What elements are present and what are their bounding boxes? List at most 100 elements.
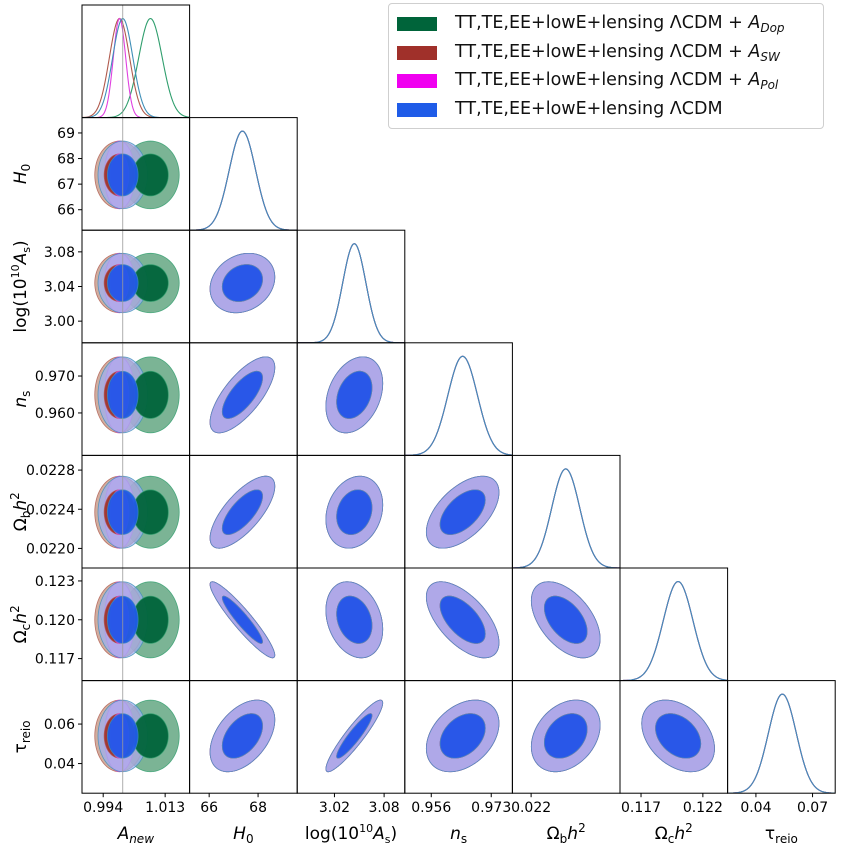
panel-tau-vs-Obh2 <box>530 699 601 773</box>
contour-68-tau-logAs-series-3 <box>336 713 373 759</box>
marginal-Obh2-series-3 <box>512 468 621 568</box>
marginal-ns-series-2 <box>404 355 513 456</box>
panel-logAs-vs-Anew <box>94 230 180 343</box>
marginal-tau-series-0 <box>727 693 836 794</box>
ytick-label-tau: 0.04 <box>44 757 75 773</box>
contour-68-tau-H0-series-3 <box>221 713 263 759</box>
xtick-label-Anew: 1.013 <box>145 800 185 816</box>
marginal-Och2-series-3 <box>620 580 728 681</box>
marginal-tau-series-3 <box>727 693 836 794</box>
legend-swatch-sw <box>397 45 437 60</box>
yaxis-label-H0: H0 <box>11 164 33 184</box>
panel-frame <box>81 4 191 119</box>
marginal-logAs-series-3 <box>297 243 405 343</box>
ytick-label-Och2: 0.117 <box>35 652 75 668</box>
panel-tau-vs-Anew <box>94 680 180 794</box>
marginal-H0-series-0 <box>189 130 298 231</box>
contour-68-Obh2-logAs-series-3 <box>336 489 373 535</box>
contour-68-ns-H0-series-3 <box>221 370 263 419</box>
xtick-label-tau: 0.07 <box>797 800 828 816</box>
ytick-label-ns: 0.970 <box>35 369 75 385</box>
panel-tau-vs-tau <box>727 693 836 794</box>
xtick-label-Och2: 0.122 <box>683 800 723 816</box>
panel-H0-vs-Anew <box>94 117 180 231</box>
legend-label-pol: TT,TE,EE+lowE+lensing ΛCDM + <box>455 70 749 91</box>
panel-Obh2-vs-Anew <box>94 455 180 568</box>
contour-68-tau-Och2-series-3 <box>655 713 702 759</box>
contour-68-tau-Obh2-series-3 <box>543 713 588 759</box>
panel-Och2-vs-Obh2 <box>530 581 601 659</box>
panel-tau-vs-H0 <box>209 699 276 773</box>
xaxis-label-Obh2: Ωbh2 <box>547 821 586 843</box>
contour-68-logAs-H0-series-3 <box>221 264 263 302</box>
legend: TT,TE,EE+lowE+lensing ΛCDM + ADop TT,TE,… <box>388 3 824 129</box>
ytick-label-Obh2: 0.0224 <box>26 502 75 518</box>
panel-H0-vs-H0 <box>189 130 298 231</box>
marginal-Anew-series-2 <box>82 17 190 118</box>
xtick-label-ns: 0.956 <box>411 800 451 816</box>
yaxis-label-ns: ns <box>11 391 33 408</box>
legend-entry-sw: TT,TE,EE+lowE+lensing ΛCDM + ASW <box>397 39 823 68</box>
xtick-label-Anew: 0.994 <box>83 800 123 816</box>
marginal-H0-series-1 <box>189 130 298 231</box>
yaxis-label-tau: τreio <box>11 720 33 753</box>
yaxis-label-Och2: Ωch2 <box>8 605 33 643</box>
marginal-Obh2-series-2 <box>512 468 621 568</box>
marginal-Anew-series-1 <box>82 17 190 118</box>
marginal-logAs-series-1 <box>297 243 405 343</box>
xtick-label-logAs: 3.02 <box>319 800 350 816</box>
marginal-Obh2-series-1 <box>512 468 621 568</box>
marginal-Och2-series-0 <box>620 580 728 681</box>
xtick-label-tau: 0.04 <box>740 800 771 816</box>
legend-entry-lcdm: TT,TE,EE+lowE+lensing ΛCDM <box>397 96 823 125</box>
panel-Obh2-vs-logAs <box>325 475 384 549</box>
panel-Obh2-vs-H0 <box>209 475 276 549</box>
legend-entry-pol: TT,TE,EE+lowE+lensing ΛCDM + APol <box>397 67 823 96</box>
marginal-ns-series-0 <box>404 355 513 456</box>
legend-swatch-dop <box>397 17 437 32</box>
marginal-logAs-series-0 <box>297 243 405 343</box>
panel-ns-vs-H0 <box>209 356 276 434</box>
marginal-ns-series-3 <box>404 355 513 456</box>
marginal-Obh2-series-0 <box>512 468 621 568</box>
marginal-ns-series-1 <box>404 355 513 456</box>
marginal-Och2-series-2 <box>620 580 728 681</box>
xaxis-label-ns: ns <box>450 824 467 843</box>
ytick-label-Och2: 0.123 <box>35 574 75 590</box>
xtick-label-Och2: 0.117 <box>621 800 661 816</box>
contour-68-ns-logAs-series-3 <box>336 370 373 419</box>
ytick-label-H0: 66 <box>57 203 75 219</box>
ytick-label-H0: 68 <box>57 152 75 168</box>
legend-entry-dop: TT,TE,EE+lowE+lensing ΛCDM + ADop <box>397 10 823 39</box>
ytick-label-tau: 0.06 <box>44 717 75 733</box>
xaxis-label-logAs: log(1010As) <box>305 822 397 843</box>
xaxis-label-tau: τreio <box>765 824 798 843</box>
contour-68-Och2-logAs-series-3 <box>336 595 373 644</box>
panel-frame <box>511 454 621 569</box>
marginal-Anew-series-0 <box>82 17 190 118</box>
legend-label-sw: TT,TE,EE+lowE+lensing ΛCDM + <box>455 41 749 62</box>
xtick-label-logAs: 3.08 <box>369 800 400 816</box>
xtick-label-H0: 68 <box>249 800 267 816</box>
panel-ns-vs-logAs <box>325 356 384 434</box>
ytick-label-Och2: 0.120 <box>35 613 75 629</box>
panel-ns-vs-Anew <box>94 342 180 456</box>
xtick-label-H0: 66 <box>200 800 218 816</box>
contour-68-Obh2-ns-series-3 <box>439 489 486 535</box>
xaxis-label-H0: H0 <box>233 824 253 843</box>
ytick-label-ns: 0.960 <box>35 406 75 422</box>
marginal-logAs-series-2 <box>297 243 405 343</box>
panel-Och2-vs-ns <box>425 581 500 659</box>
ytick-label-H0: 67 <box>57 177 75 193</box>
marginal-Anew-series-3 <box>82 18 190 118</box>
marginal-H0-series-3 <box>189 130 298 231</box>
xtick-label-Obh2: 0.022 <box>511 800 551 816</box>
marginal-H0-series-2 <box>189 130 298 231</box>
marginal-tau-series-1 <box>727 693 836 794</box>
ytick-label-Obh2: 0.0228 <box>26 463 75 479</box>
marginal-Och2-series-1 <box>620 580 728 681</box>
contour-68-tau-ns-series-3 <box>439 713 486 759</box>
legend-label-dop: TT,TE,EE+lowE+lensing ΛCDM + <box>455 13 749 34</box>
panel-frame <box>189 117 298 231</box>
legend-swatch-pol <box>397 74 437 89</box>
